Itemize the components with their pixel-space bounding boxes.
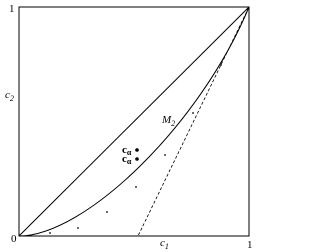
dot: [192, 112, 194, 114]
y-axis-sub: 2: [10, 94, 14, 103]
diagonal: [18, 6, 250, 237]
dot: [49, 232, 51, 234]
sample-dots: [49, 64, 222, 234]
x-axis-sub: 1: [165, 242, 169, 251]
region-base: M: [161, 114, 172, 126]
point-lower-base: c: [122, 153, 127, 165]
point-upper-label: cα: [122, 144, 132, 157]
point-lower-sub: α: [127, 157, 132, 166]
x-right-label: 1: [247, 239, 253, 251]
diagram: 1 c2 0 c1 1 M2 cα cα: [5, 3, 253, 251]
point-lower-label: cα: [122, 153, 132, 166]
dot: [77, 227, 79, 229]
dot: [106, 211, 108, 213]
dot: [135, 186, 137, 188]
region-sub: 2: [171, 119, 175, 128]
point-marker: [135, 157, 139, 161]
point-marker: [135, 148, 139, 152]
x-axis-base: c: [160, 237, 165, 249]
point-upper-base: c: [122, 144, 127, 156]
dot: [220, 64, 222, 66]
y-axis-base: c: [5, 89, 10, 101]
y-axis-label: c2: [5, 89, 14, 103]
point-upper-sub: α: [127, 148, 132, 157]
region-label: M2: [161, 114, 175, 128]
y-top-label: 1: [9, 3, 15, 15]
x-axis-label: c1: [160, 237, 169, 251]
origin-label: 0: [11, 233, 17, 245]
dot: [164, 154, 166, 156]
